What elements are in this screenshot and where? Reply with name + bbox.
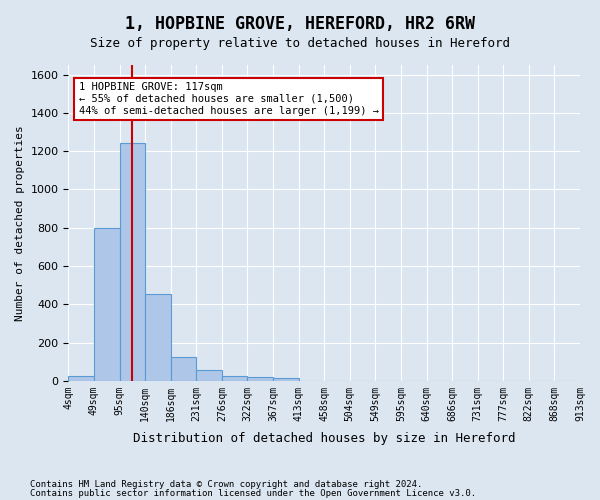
- Text: 1 HOPBINE GROVE: 117sqm
← 55% of detached houses are smaller (1,500)
44% of semi: 1 HOPBINE GROVE: 117sqm ← 55% of detache…: [79, 82, 379, 116]
- Bar: [119, 144, 145, 381]
- Bar: [222, 376, 247, 381]
- Bar: [247, 378, 273, 381]
- Bar: [273, 378, 299, 381]
- Text: 1, HOPBINE GROVE, HEREFORD, HR2 6RW: 1, HOPBINE GROVE, HEREFORD, HR2 6RW: [125, 15, 475, 33]
- Bar: [171, 357, 196, 381]
- Text: Contains public sector information licensed under the Open Government Licence v3: Contains public sector information licen…: [30, 488, 476, 498]
- Text: Size of property relative to detached houses in Hereford: Size of property relative to detached ho…: [90, 38, 510, 51]
- Bar: [68, 376, 94, 381]
- Text: Contains HM Land Registry data © Crown copyright and database right 2024.: Contains HM Land Registry data © Crown c…: [30, 480, 422, 489]
- Bar: [196, 370, 222, 381]
- X-axis label: Distribution of detached houses by size in Hereford: Distribution of detached houses by size …: [133, 432, 515, 445]
- Y-axis label: Number of detached properties: Number of detached properties: [15, 125, 25, 321]
- Bar: [94, 228, 119, 381]
- Bar: [145, 294, 171, 381]
